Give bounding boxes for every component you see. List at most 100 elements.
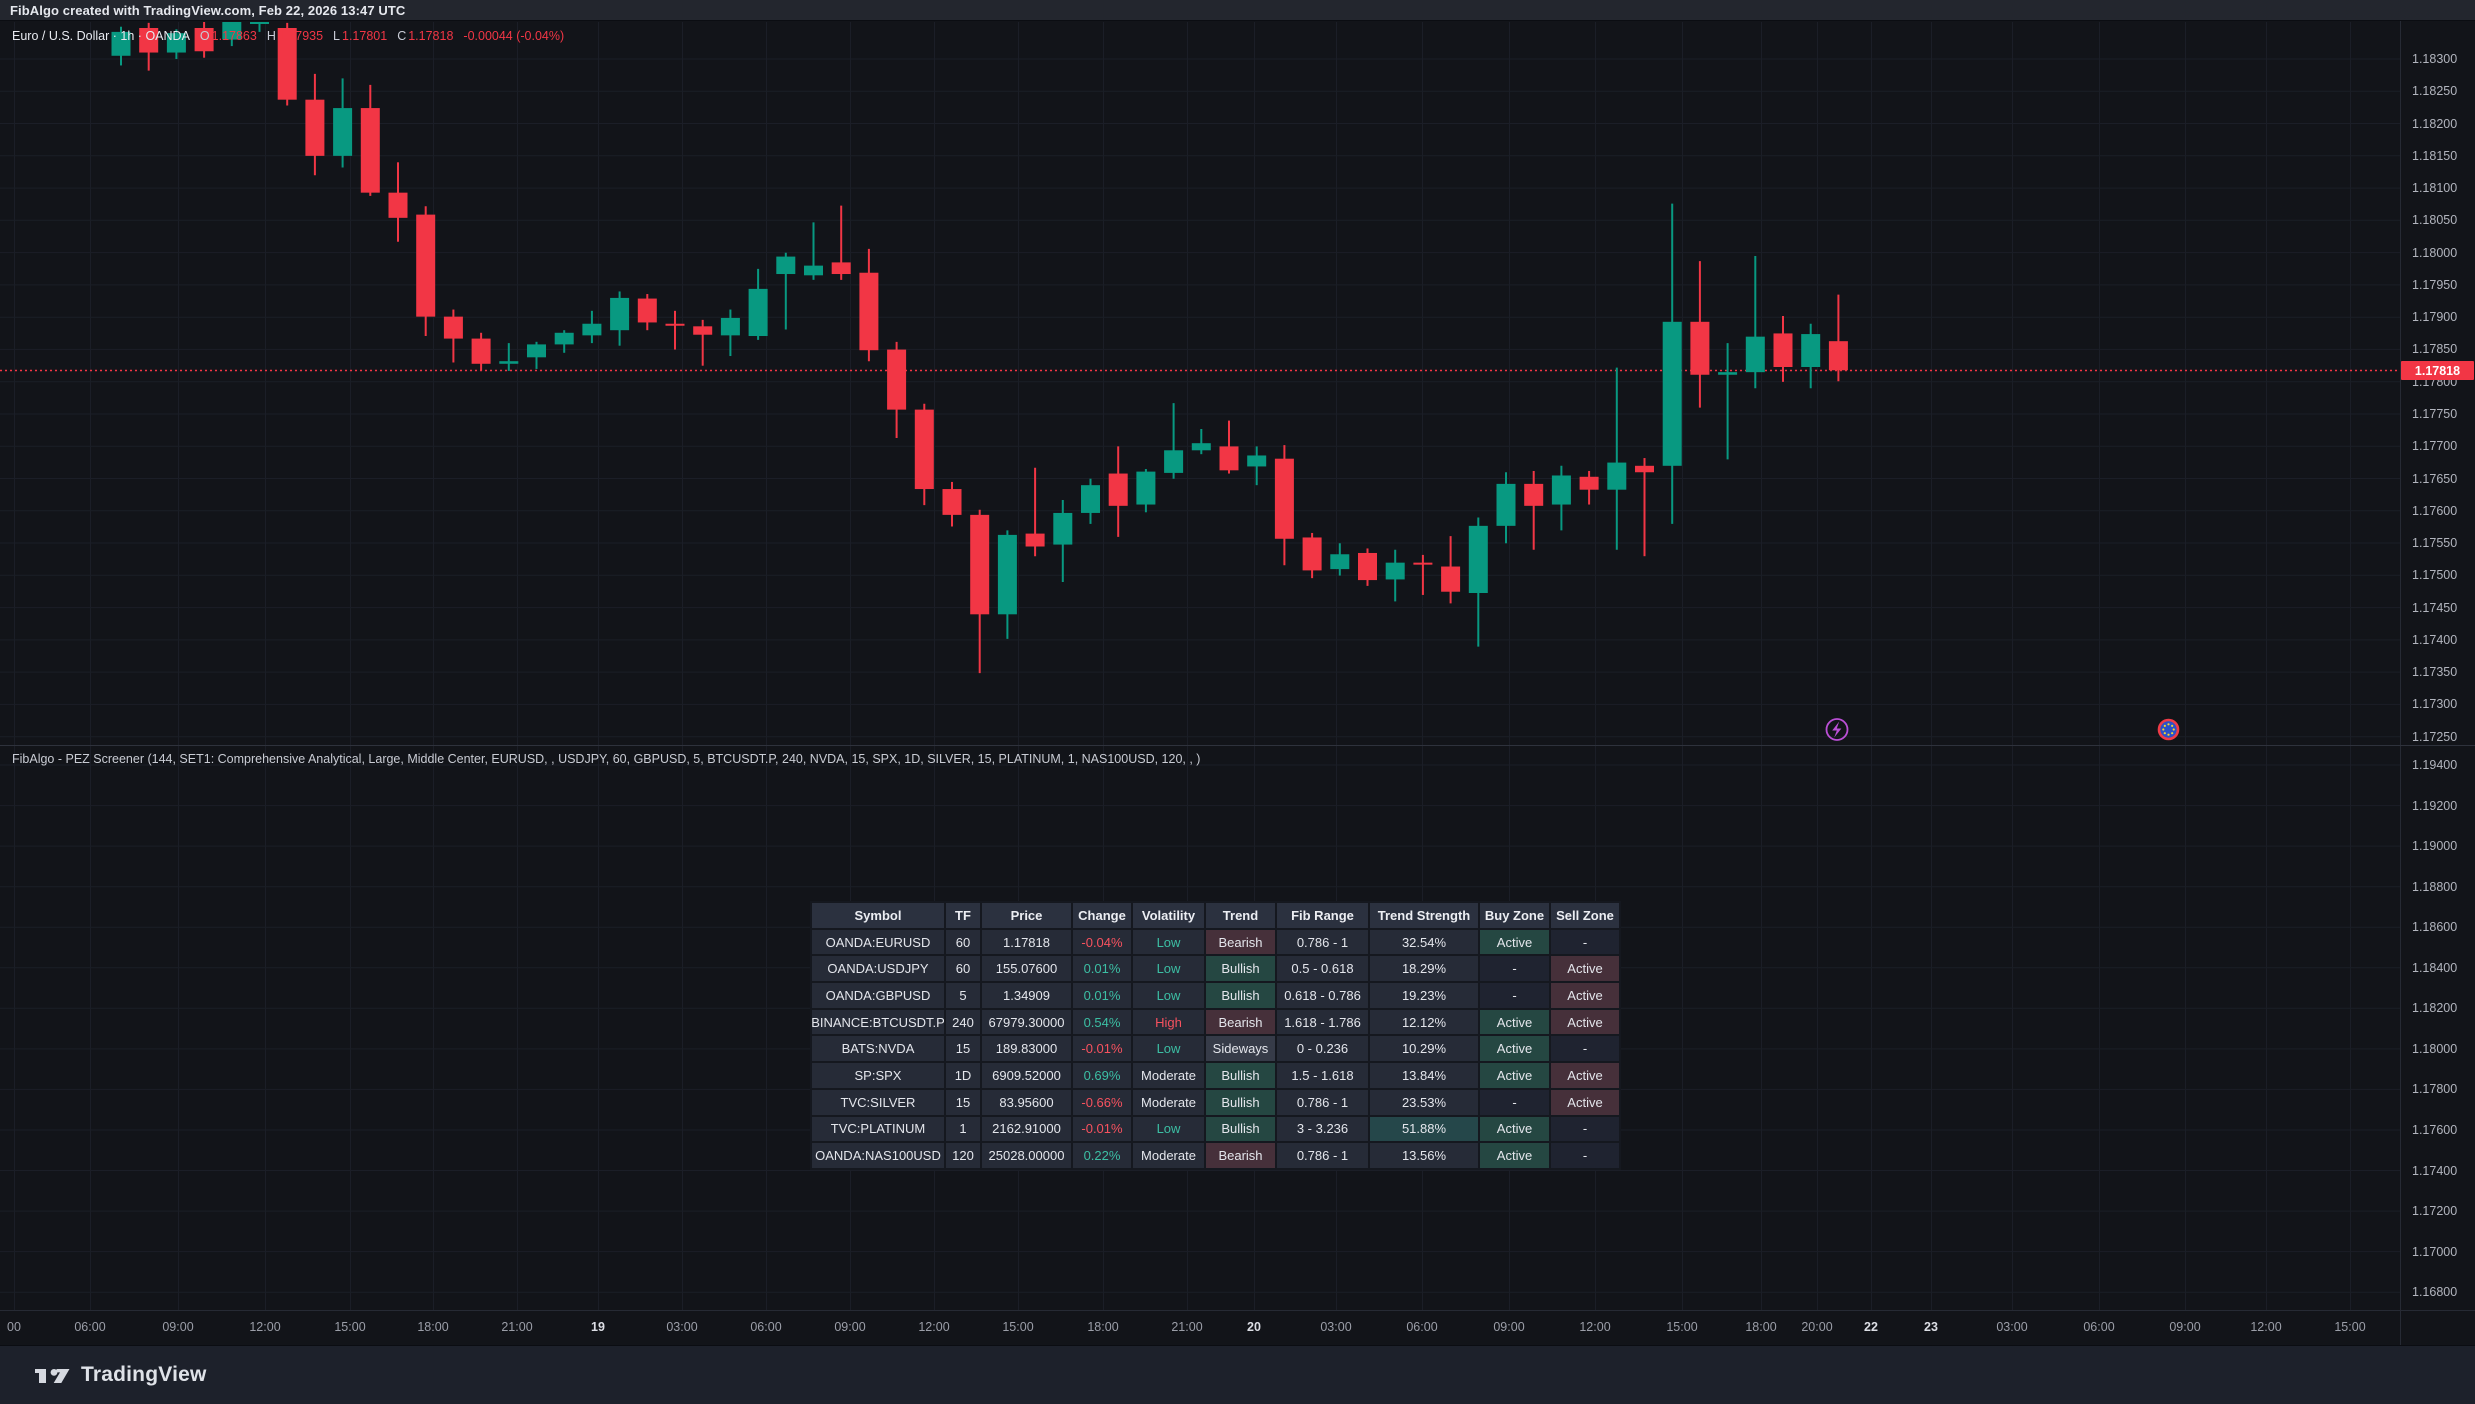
time-tick-label: 20 — [1247, 1320, 1261, 1334]
price-tick-label: 1.18250 — [2412, 84, 2458, 99]
candle-body — [277, 28, 297, 100]
price-tick-label: 1.17450 — [2412, 600, 2458, 615]
screener-cell-trend-strength: 10.29% — [1369, 1035, 1479, 1063]
candle-body — [527, 344, 546, 358]
price-axis-pane2[interactable]: 1.19400 1.19200 1.19000 1.18800 1.18600 1.184… — [2400, 746, 2475, 1310]
screener-cell-price: 1.34909 — [981, 982, 1072, 1009]
candle-body — [1773, 333, 1793, 368]
time-tick-label: 21:00 — [1171, 1320, 1203, 1334]
candle-body — [416, 214, 436, 317]
eu-flag-star — [2167, 723, 2170, 726]
screener-header-trend: Trend — [1205, 902, 1276, 929]
screener-cell-symbol[interactable]: TVC:SILVER — [811, 1088, 945, 1116]
screener-cell-symbol[interactable]: BINANCE:BTCUSDT.P — [811, 1008, 945, 1036]
candle-body — [582, 323, 602, 336]
screener-cell-change: 0.54% — [1072, 1008, 1132, 1036]
price-tick-label: 1.18150 — [2412, 148, 2458, 163]
symbol-title: Euro / U.S. Dollar · 1h · OANDA — [12, 29, 190, 43]
lightning-event-icon[interactable] — [1825, 718, 1849, 741]
screener-cell-tf: 240 — [945, 1008, 981, 1036]
screener-cell-volatility: High — [1132, 1008, 1205, 1036]
screener-cell-tf: 1 — [945, 1115, 981, 1143]
candle-body — [887, 349, 907, 410]
screener-cell-fib-range: 0.5 - 0.618 — [1276, 955, 1369, 983]
candle-body — [776, 256, 796, 275]
screener-cell-symbol[interactable]: OANDA:EURUSD — [811, 928, 945, 956]
screener-cell-trend-strength: 13.84% — [1369, 1062, 1479, 1089]
tradingview-logo-icon[interactable] — [33, 1362, 73, 1389]
candle-body — [693, 326, 713, 335]
price-axis-border — [2400, 21, 2401, 1345]
screener-cell-symbol[interactable]: OANDA:USDJPY — [811, 955, 945, 983]
time-tick-label: 09:00 — [2169, 1320, 2201, 1334]
publish-top-bar: FibAlgo created with TradingView.com, Fe… — [0, 0, 2475, 21]
screener-cell-symbol[interactable]: SP:SPX — [811, 1062, 945, 1089]
screener-cell-symbol[interactable]: BATS:NVDA — [811, 1035, 945, 1063]
candle-body — [748, 288, 768, 337]
screener-cell-sell-zone: Active — [1550, 1062, 1620, 1089]
screener-header-buy-zone: Buy Zone — [1479, 902, 1550, 929]
price-tick-label: 1.18300 — [2412, 52, 2458, 66]
price-tick-label: 1.18200 — [2412, 1001, 2458, 1016]
time-tick-label: 20:00 — [1801, 1320, 1833, 1334]
screener-indicator-legend[interactable]: FibAlgo - PEZ Screener (144, SET1: Compr… — [12, 752, 1201, 766]
price-tick-label: 1.17600 — [2412, 1123, 2458, 1137]
time-tick-label: 12:00 — [1579, 1320, 1611, 1334]
screener-cell-fib-range: 0.786 - 1 — [1276, 1142, 1369, 1169]
screener-cell-volatility: Moderate — [1132, 1142, 1205, 1169]
screener-cell-trend-strength: 32.54% — [1369, 928, 1479, 956]
screener-cell-buy-zone: Active — [1479, 1008, 1550, 1036]
screener-table: Symbol TF Price Change Volatility Trend Fib Ra… — [810, 901, 1621, 1170]
candle-body — [1468, 525, 1488, 594]
price-tick-label: 1.18200 — [2412, 116, 2458, 131]
candle-body — [1801, 334, 1821, 368]
tradingview-wordmark[interactable]: TradingView — [81, 1363, 207, 1386]
price-tick-label: 1.18800 — [2412, 879, 2458, 894]
price-tick-label: 1.19000 — [2412, 839, 2458, 854]
candle-body — [1690, 321, 1710, 375]
footer-bar: TradingView — [0, 1345, 2475, 1404]
time-axis[interactable]: 00 06:00 09:00 12:00 15:00 18:00 21:00 19 03:00 0… — [0, 1311, 2475, 1345]
screener-cell-symbol[interactable]: TVC:PLATINUM — [811, 1115, 945, 1143]
price-tick-label: 1.17700 — [2412, 439, 2458, 454]
screener-cell-symbol[interactable]: OANDA:NAS100USD — [811, 1142, 945, 1169]
candle-body — [914, 409, 934, 490]
screener-cell-tf: 60 — [945, 955, 981, 983]
screener-cell-volatility: Low — [1132, 982, 1205, 1009]
time-tick-label: 06:00 — [1406, 1320, 1438, 1334]
price-tick-label: 1.17200 — [2412, 1204, 2458, 1219]
candle-body — [1718, 372, 1738, 375]
candle-body — [1025, 533, 1045, 547]
screener-cell-buy-zone: - — [1479, 955, 1550, 983]
screener-header-trend-strength: Trend Strength — [1369, 902, 1479, 929]
candle-body — [443, 316, 463, 339]
time-tick-label: 18:00 — [417, 1320, 449, 1334]
candle-body — [1662, 321, 1682, 466]
screener-cell-volatility: Moderate — [1132, 1088, 1205, 1116]
time-tick-label: 03:00 — [1320, 1320, 1352, 1334]
screener-cell-symbol[interactable]: OANDA:GBPUSD — [811, 982, 945, 1009]
price-tick-label: 1.18100 — [2412, 181, 2458, 196]
candle-body — [1247, 455, 1267, 467]
symbol-legend[interactable]: Euro / U.S. Dollar · 1h · OANDA O 1.17863… — [12, 29, 564, 43]
time-tick-label: 06:00 — [750, 1320, 782, 1334]
price-axis-pane1[interactable]: 1.18300 1.18250 1.18200 1.18150 1.18100 1.180… — [2400, 21, 2475, 745]
candle-body — [1330, 554, 1350, 570]
screener-cell-buy-zone: Active — [1479, 1062, 1550, 1089]
candle-body — [388, 192, 408, 218]
candle-body — [1551, 475, 1571, 505]
screener-cell-volatility: Low — [1132, 1115, 1205, 1143]
candle-body — [333, 108, 353, 156]
last-price-badge: 1.17818 — [2401, 361, 2474, 380]
candle-body — [1219, 446, 1239, 471]
eu-flag-star — [2162, 728, 2165, 731]
eu-flag-event-icon[interactable] — [2157, 718, 2180, 741]
time-tick-label: 19 — [591, 1320, 605, 1334]
price-tick-label: 1.17900 — [2412, 310, 2458, 325]
screener-cell-trend: Bearish — [1205, 928, 1276, 956]
time-tick-label: 15:00 — [1002, 1320, 1034, 1334]
pane-divider[interactable] — [0, 745, 2475, 746]
time-tick-label: 06:00 — [2083, 1320, 2115, 1334]
candle-body — [250, 22, 269, 24]
